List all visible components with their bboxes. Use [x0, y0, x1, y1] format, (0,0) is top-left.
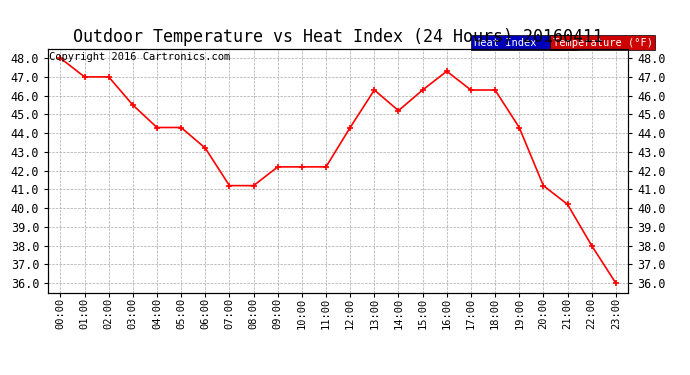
Text: Copyright 2016 Cartronics.com: Copyright 2016 Cartronics.com — [50, 53, 230, 62]
Text: Temperature (°F): Temperature (°F) — [553, 38, 653, 48]
Text: Heat Index  (°F): Heat Index (°F) — [474, 38, 574, 48]
Title: Outdoor Temperature vs Heat Index (24 Hours) 20160411: Outdoor Temperature vs Heat Index (24 Ho… — [73, 28, 603, 46]
